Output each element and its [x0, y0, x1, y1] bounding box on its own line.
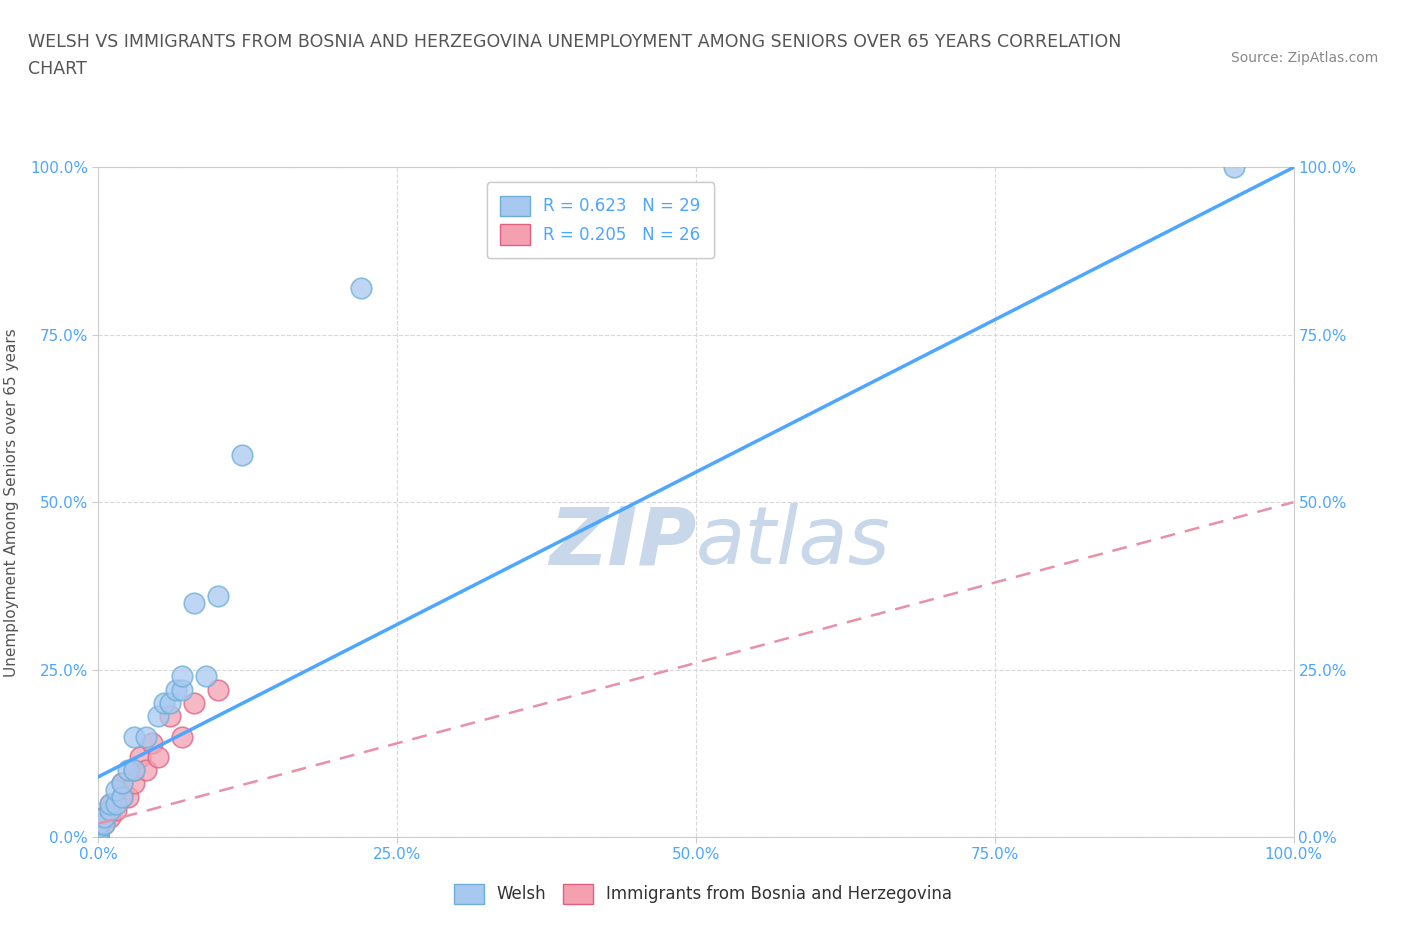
Point [129, 750, 152, 764]
Point [124, 776, 146, 790]
Point [141, 736, 163, 751]
Point [93, 817, 115, 831]
Point [87, 823, 110, 838]
Point [87, 817, 110, 831]
Text: ZIP: ZIP [548, 503, 696, 581]
Point [105, 783, 128, 798]
Point [172, 729, 194, 744]
Point [1222, 160, 1246, 175]
Point [87, 826, 110, 841]
Point [165, 683, 187, 698]
Y-axis label: Unemployment Among Seniors over 65 years: Unemployment Among Seniors over 65 years [4, 328, 18, 677]
Point [183, 595, 205, 610]
Legend: R = 0.623   N = 29, R = 0.205   N = 26: R = 0.623 N = 29, R = 0.205 N = 26 [486, 182, 714, 259]
Point [117, 790, 139, 804]
Point [98, 809, 122, 824]
Point [135, 763, 157, 777]
Point [98, 796, 122, 811]
Point [98, 796, 122, 811]
Text: Source: ZipAtlas.com: Source: ZipAtlas.com [1230, 51, 1378, 65]
Point [117, 763, 139, 777]
Point [87, 819, 110, 834]
Point [153, 696, 176, 711]
Point [124, 729, 146, 744]
Point [148, 709, 170, 724]
Text: atlas: atlas [696, 503, 891, 581]
Point [135, 729, 157, 744]
Point [87, 830, 110, 844]
Point [207, 683, 229, 698]
Point [194, 669, 218, 684]
Point [87, 813, 110, 828]
Point [183, 696, 205, 711]
Point [87, 826, 110, 841]
Point [87, 830, 110, 844]
Point [231, 448, 253, 463]
Point [105, 796, 128, 811]
Text: WELSH VS IMMIGRANTS FROM BOSNIA AND HERZEGOVINA UNEMPLOYMENT AMONG SENIORS OVER : WELSH VS IMMIGRANTS FROM BOSNIA AND HERZ… [28, 33, 1122, 50]
Point [87, 819, 110, 834]
Point [111, 790, 134, 804]
Point [207, 589, 229, 604]
Point [172, 683, 194, 698]
Point [93, 809, 115, 824]
Point [87, 823, 110, 838]
Point [87, 817, 110, 831]
Point [172, 669, 194, 684]
Point [350, 281, 373, 296]
Point [124, 763, 146, 777]
Legend: Welsh, Immigrants from Bosnia and Herzegovina: Welsh, Immigrants from Bosnia and Herzeg… [446, 875, 960, 912]
Point [87, 830, 110, 844]
Point [87, 823, 110, 838]
Point [159, 709, 181, 724]
Point [111, 776, 134, 790]
Point [98, 803, 122, 817]
Point [105, 803, 128, 817]
Point [124, 763, 146, 777]
Point [93, 809, 115, 824]
Point [159, 696, 181, 711]
Text: CHART: CHART [28, 60, 87, 78]
Point [111, 776, 134, 790]
Point [93, 817, 115, 831]
Point [148, 750, 170, 764]
Point [111, 790, 134, 804]
